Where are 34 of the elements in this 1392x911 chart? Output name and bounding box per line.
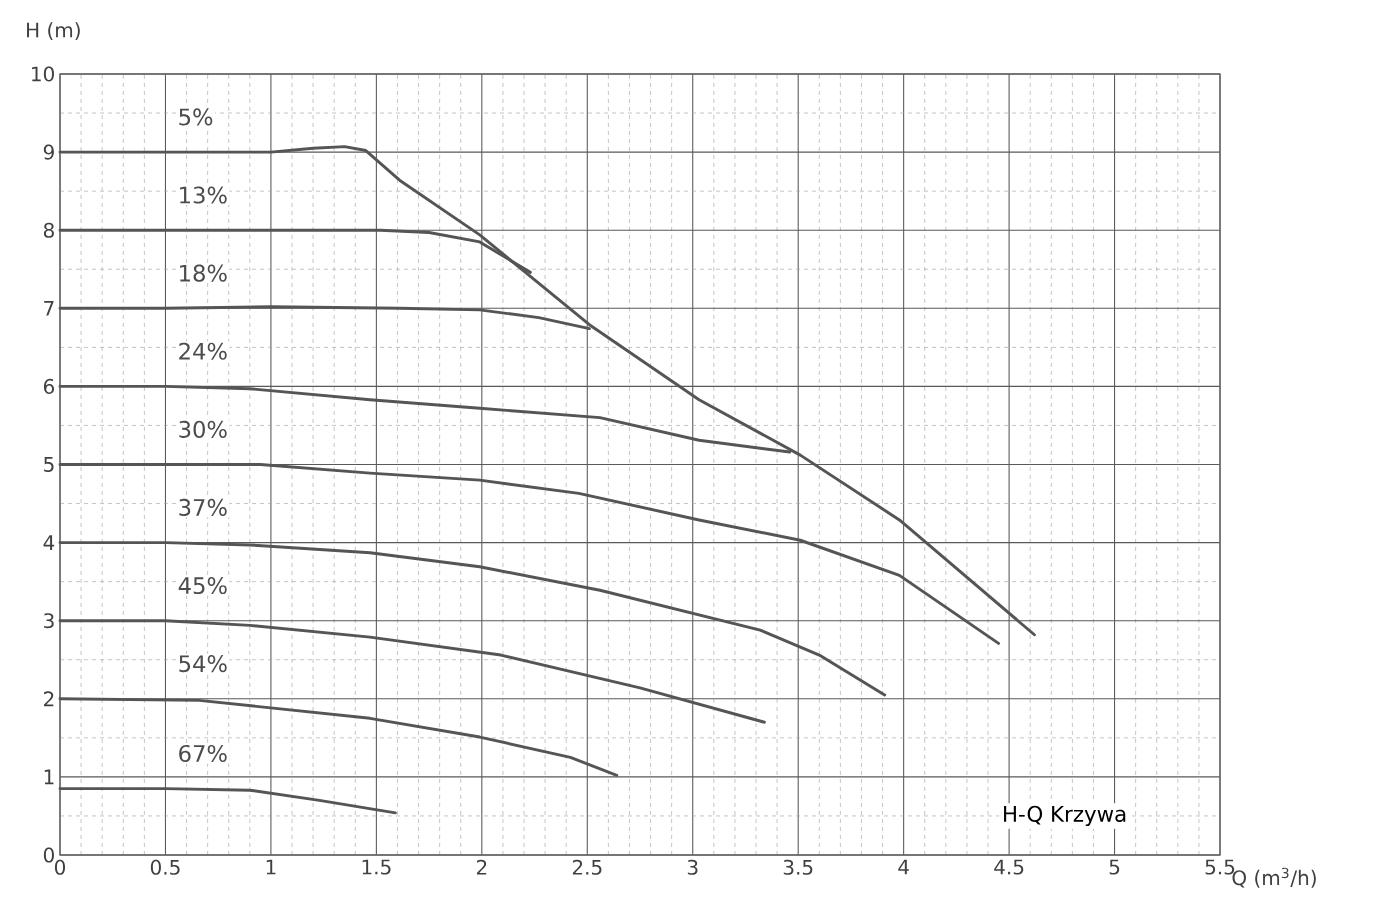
- y-tick-label: 2: [44, 691, 54, 707]
- y-tick-label: 0: [43, 847, 54, 863]
- y-tick-label: 1: [44, 769, 54, 785]
- series-label: 18%: [180, 264, 227, 282]
- x-tick-label: 3.5: [783, 859, 813, 875]
- y-tick-label: 7: [44, 301, 54, 316]
- series-label: 5%: [179, 108, 213, 126]
- y-tick-label: 8: [43, 222, 54, 238]
- series-label: 37%: [179, 498, 227, 517]
- x-tick-label: 4.5: [994, 859, 1024, 875]
- x-tick-label: 2.5: [572, 859, 602, 875]
- y-axis-title: H (m): [27, 22, 80, 40]
- y-tick-label: 10: [32, 66, 54, 82]
- x-tick-label: 1.5: [362, 859, 391, 875]
- x-tick-label: 0.5: [150, 859, 180, 875]
- x-tick-label: 4: [898, 859, 909, 875]
- x-tick-label: 0: [54, 859, 66, 875]
- series-label: 45%: [178, 576, 227, 595]
- x-tick-label: 3: [687, 859, 698, 875]
- series-label: 24%: [179, 342, 227, 360]
- y-tick-label: 9: [43, 144, 54, 160]
- y-tick-label: 4: [43, 535, 55, 550]
- y-tick-label: 6: [43, 378, 55, 394]
- x-tick-label: 1: [266, 859, 276, 875]
- x-tick-label: 5: [1109, 859, 1120, 875]
- y-tick-label: 5: [44, 457, 54, 472]
- x-tick-label: 5.5: [1205, 859, 1235, 875]
- series-label: 13%: [180, 186, 227, 204]
- series-label: 30%: [179, 420, 227, 438]
- series-label: 54%: [179, 655, 227, 673]
- series-label: 67%: [179, 744, 227, 763]
- annotation: H-Q Krzywa: [1004, 805, 1126, 827]
- y-tick-label: 3: [44, 613, 54, 629]
- x-tick-label: 2: [476, 859, 487, 875]
